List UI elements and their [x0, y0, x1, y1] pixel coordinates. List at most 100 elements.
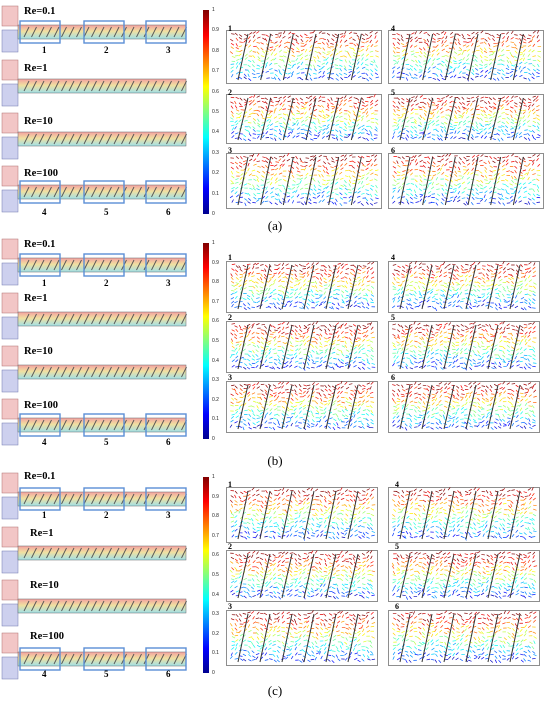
channel-diagrams: [1, 5, 187, 213]
colorbar-tick-label: 1: [212, 474, 215, 480]
colorbar: [203, 243, 209, 439]
vector-field-5: [388, 550, 540, 602]
re-label: Re=1: [24, 63, 48, 74]
re-label: Re=100: [24, 168, 58, 179]
vector-field-2: [226, 321, 378, 373]
box-label: 3: [166, 45, 171, 55]
box-label: 3: [166, 278, 171, 288]
re-label: Re=10: [30, 580, 59, 591]
colorbar-tick-label: 0: [212, 670, 215, 676]
box-label: 4: [42, 437, 47, 447]
box-label: 2: [104, 510, 109, 520]
panel-caption: (c): [267, 683, 283, 698]
re-label: Re=0.1: [24, 6, 56, 17]
box-label: 1: [42, 278, 47, 288]
colorbar-tick-label: 0.6: [212, 88, 219, 95]
colorbar-tick-label: 0.8: [212, 513, 219, 520]
box-label: 4: [42, 669, 47, 679]
channel-row: [1, 165, 187, 213]
colorbar-tick-label: 0.1: [212, 416, 219, 423]
sub-label: 3: [228, 146, 232, 155]
colorbar-tick-label: 0.2: [212, 396, 219, 403]
colorbar-tick-label: 0.2: [212, 170, 219, 177]
panel-caption: (b): [267, 453, 283, 468]
re-label: Re=1: [30, 528, 54, 539]
box-label: 6: [166, 207, 171, 217]
sub-label: 2: [228, 88, 232, 97]
channel-row: [1, 345, 187, 393]
colorbar-tick-label: 0.1: [212, 650, 219, 657]
colorbar-tick-label: 0.4: [212, 357, 219, 364]
colorbar-tick-label: 0.3: [212, 611, 219, 618]
box-label: 1: [42, 45, 47, 55]
re-label: Re=100: [30, 631, 64, 642]
sub-label: 1: [228, 24, 232, 33]
colorbar-tick-label: 1: [212, 240, 215, 246]
sub-label: 6: [391, 146, 395, 155]
colorbar: [203, 10, 209, 214]
box-label: 5: [104, 669, 109, 679]
sub-label: 3: [228, 373, 232, 382]
box-label: 5: [104, 437, 109, 447]
channel-row: [1, 292, 187, 340]
vector-field-3: [226, 153, 382, 209]
sub-label: 5: [395, 542, 399, 551]
colorbar-tick-label: 0.8: [212, 279, 219, 286]
sub-label: 5: [391, 313, 395, 322]
vector-field-6: [388, 610, 540, 666]
box-label: 1: [42, 510, 47, 520]
re-label: Re=100: [24, 400, 58, 411]
vector-field-3: [226, 610, 378, 666]
channel-row: [1, 238, 187, 286]
channel-row: [1, 5, 187, 53]
sub-label: 1: [228, 253, 232, 262]
colorbar-tick-label: 0.4: [212, 129, 219, 136]
channel-row: [1, 526, 187, 574]
vector-field-6: [388, 153, 544, 209]
vector-field-4: [388, 487, 540, 543]
sub-label: 3: [228, 602, 232, 611]
vector-field-6: [388, 381, 540, 433]
vector-field-4: [388, 30, 544, 84]
vector-field-1: [226, 30, 382, 84]
colorbar-tick-label: 0.5: [212, 338, 219, 344]
sub-label: 6: [391, 373, 395, 382]
channel-diagrams: [1, 472, 187, 680]
colorbar-tick-label: 0.9: [212, 259, 219, 266]
vector-field-2: [226, 550, 378, 602]
figure-panel-a: Re=0.1 Re=1 Re=10 Re=100 1 2 3 4 5 6 1 4…: [0, 0, 550, 235]
colorbar-tick-label: 0.9: [212, 27, 219, 34]
colorbar-tick-label: 0.1: [212, 190, 219, 197]
colorbar-tick-label: 0.7: [212, 298, 219, 305]
channel-row: [1, 398, 187, 446]
figure-panel-b: Re=0.1 Re=1 Re=10 Re=100 1 2 3 4 5 6 1 4…: [0, 233, 550, 468]
box-label: 2: [104, 45, 109, 55]
box-label: 5: [104, 207, 109, 217]
channel-row: [1, 579, 187, 627]
colorbar-tick-label: 0: [212, 211, 215, 217]
sub-label: 2: [228, 313, 232, 322]
panel-caption: (a): [267, 218, 283, 233]
colorbar-tick-label: 1: [212, 7, 215, 13]
box-label: 4: [42, 207, 47, 217]
sub-label: 4: [391, 24, 395, 33]
re-label: Re=0.1: [24, 239, 56, 250]
channel-row: [1, 632, 187, 680]
box-label: 6: [166, 437, 171, 447]
colorbar-tick-label: 0.7: [212, 532, 219, 539]
vector-field-2: [226, 94, 382, 144]
colorbar-tick-label: 0.8: [212, 47, 219, 54]
colorbar-tick-label: 0.3: [212, 377, 219, 384]
colorbar-tick-label: 0.7: [212, 68, 219, 75]
colorbar-tick-label: 0.3: [212, 149, 219, 156]
colorbar-tick-label: 0.6: [212, 552, 219, 559]
vector-field-4: [388, 261, 540, 313]
sub-label: 5: [391, 88, 395, 97]
sub-label: 2: [228, 542, 232, 551]
sub-label: 4: [391, 253, 395, 262]
colorbar-tick-label: 0.4: [212, 591, 219, 598]
colorbar-tick-label: 0.5: [212, 109, 219, 115]
sub-label: 4: [395, 480, 399, 489]
colorbar-tick-label: 0.5: [212, 572, 219, 578]
re-label: Re=1: [24, 293, 48, 304]
